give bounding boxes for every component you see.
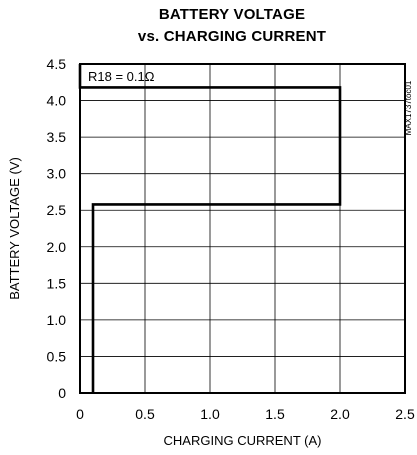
- y-tick-label: 3.0: [47, 166, 67, 182]
- x-axis-label: CHARGING CURRENT (A): [164, 433, 322, 448]
- chart-title-line-1: BATTERY VOLTAGE: [158, 6, 306, 23]
- plot-frame: [79, 63, 406, 394]
- y-tick-label: 4.5: [47, 56, 67, 72]
- x-tick-label: 2.0: [330, 406, 350, 422]
- y-tick-label: 1.0: [47, 312, 67, 328]
- chart-title-line-2: vs. CHARGING CURRENT: [137, 28, 327, 45]
- x-tick-label: 1.5: [265, 406, 285, 422]
- y-tick-label: 1.5: [47, 275, 67, 291]
- y-tick-label: 2.0: [47, 239, 67, 255]
- y-tick-label: 3.5: [47, 129, 67, 145]
- x-tick-label: 2.5: [395, 406, 415, 422]
- y-tick-labels: 0 0.5 1.0 1.5 2.0 2.5 3.0 3.5 4.0 4.5: [47, 56, 67, 401]
- annotation-r18: R18 = 0.1Ω: [88, 69, 155, 84]
- y-tick-label: 4.0: [47, 93, 67, 109]
- x-tick-labels: 0 0.5 1.0 1.5 2.0 2.5: [76, 406, 415, 422]
- x-tick-label: 0.5: [135, 406, 155, 422]
- y-tick-label: 2.5: [47, 202, 67, 218]
- series-line: [78, 64, 342, 393]
- figure-id-label: MAX1737toc01: [404, 80, 413, 135]
- x-tick-label: 1.0: [200, 406, 220, 422]
- y-tick-label: 0.5: [47, 348, 67, 364]
- y-axis-label: BATTERY VOLTAGE (V): [7, 157, 22, 300]
- grid-lines: [79, 63, 406, 394]
- x-tick-label: 0: [76, 406, 84, 422]
- y-tick-label: 0: [58, 385, 66, 401]
